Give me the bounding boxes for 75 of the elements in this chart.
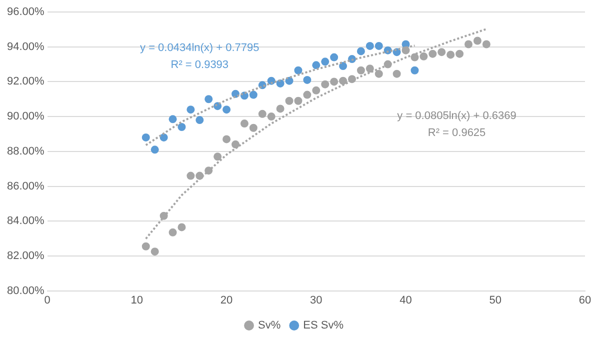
y-tick-label: 80.00% xyxy=(6,284,45,297)
point xyxy=(150,248,159,256)
point xyxy=(330,78,338,86)
point xyxy=(321,58,330,66)
point xyxy=(330,53,338,62)
point xyxy=(285,96,294,105)
point xyxy=(267,112,276,121)
y-tick-label: 90.00% xyxy=(6,110,45,123)
annotation: R² = 0.9393 xyxy=(170,58,229,71)
annotation: y = 0.0805ln(x) + 0.6369 xyxy=(397,110,516,122)
x-tick-label: 60 xyxy=(578,294,592,306)
point xyxy=(222,106,231,114)
point xyxy=(473,36,482,45)
point xyxy=(420,52,428,60)
point xyxy=(186,106,195,114)
y-tick-label: 88.00% xyxy=(6,145,45,158)
point xyxy=(428,50,437,58)
annotation: R² = 0.9625 xyxy=(428,127,486,140)
point xyxy=(178,223,186,232)
point xyxy=(438,48,446,56)
point xyxy=(168,228,177,236)
annotation: y = 0.0434ln(x) + 0.7795 xyxy=(140,42,260,54)
point xyxy=(366,64,374,73)
point xyxy=(410,66,419,74)
point xyxy=(249,124,258,132)
point xyxy=(276,104,284,113)
point xyxy=(356,66,365,74)
point xyxy=(204,95,213,104)
point xyxy=(446,50,455,59)
y-tick-label: 82.00% xyxy=(6,250,45,262)
point xyxy=(186,172,195,180)
point xyxy=(168,115,177,124)
point xyxy=(312,61,320,70)
point xyxy=(303,76,312,84)
y-tick-label: 86.00% xyxy=(6,180,45,192)
point xyxy=(374,42,383,50)
point xyxy=(150,146,159,154)
point xyxy=(464,40,472,48)
point xyxy=(456,50,464,58)
point xyxy=(178,123,186,132)
y-tick-label: 94.00% xyxy=(6,40,45,53)
x-tick-label: 50 xyxy=(489,294,502,306)
point xyxy=(276,79,284,88)
x-tick-label: 20 xyxy=(220,294,233,306)
point xyxy=(312,86,320,94)
point xyxy=(258,110,266,118)
point xyxy=(142,133,150,142)
x-tick-label: 0 xyxy=(44,294,50,306)
point xyxy=(366,42,374,50)
point xyxy=(482,40,490,48)
point xyxy=(142,242,150,250)
point xyxy=(303,90,312,99)
point xyxy=(356,47,365,56)
point xyxy=(214,152,222,161)
point xyxy=(232,140,240,148)
x-tick-label: 40 xyxy=(400,294,412,306)
y-tick-label: 92.00% xyxy=(6,76,45,88)
point xyxy=(321,80,330,88)
point xyxy=(249,90,258,99)
point xyxy=(222,135,231,144)
point xyxy=(374,70,383,78)
y-tick-label: 96.00% xyxy=(6,6,45,18)
point xyxy=(294,66,302,74)
point xyxy=(196,116,204,124)
y-tick-label: 84.00% xyxy=(6,215,45,228)
point xyxy=(294,96,302,105)
legend-label: ES Sv% xyxy=(303,320,344,332)
point xyxy=(160,133,168,142)
point xyxy=(339,62,348,70)
point xyxy=(240,120,248,128)
x-tick-label: 10 xyxy=(130,294,144,306)
legend-label: Sv% xyxy=(258,320,281,332)
point xyxy=(339,76,348,85)
x-tick-label: 30 xyxy=(310,294,322,306)
point xyxy=(392,70,401,78)
